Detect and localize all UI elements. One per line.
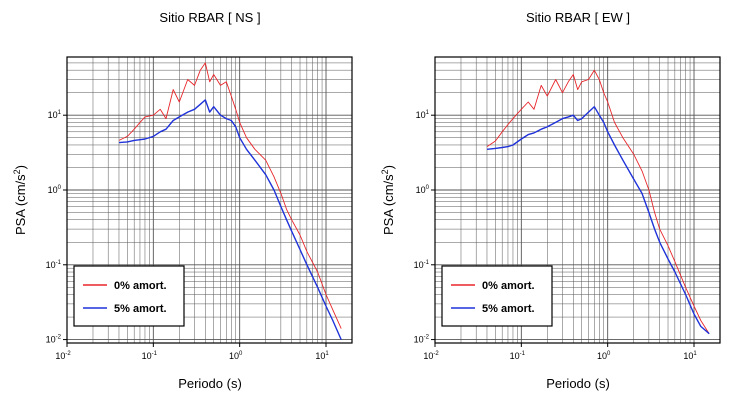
plot-area	[118, 62, 342, 340]
x-tick-label: 100	[229, 351, 243, 361]
y-tick-base: 10	[416, 185, 426, 195]
x-tick-label: 100	[597, 351, 611, 361]
y-tick-exponent: 0	[426, 185, 430, 191]
plot-area	[486, 69, 710, 335]
x-tick-exponent: 0	[607, 351, 611, 357]
legend-box	[441, 265, 553, 327]
legend: 0% amort. 5% amort.	[441, 265, 553, 327]
y-tick-exponent: 1	[426, 110, 430, 116]
y-tick-base: 10	[46, 335, 56, 345]
y-tick-label: 101	[48, 110, 62, 120]
x-tick-base: 10	[423, 351, 433, 361]
x-tick-base: 10	[142, 351, 152, 361]
series-line-undamped	[118, 62, 342, 329]
legend-label: 0% amort.	[482, 280, 535, 292]
y-tick-exponent: -2	[424, 335, 430, 341]
x-tick-exponent: -1	[520, 351, 526, 357]
y-axis-label: PSA (cm/s2)	[12, 165, 28, 235]
y-tick-base: 10	[46, 260, 56, 270]
y-tick-label: 10-2	[46, 335, 62, 345]
series-line-damped	[118, 99, 342, 340]
chart-title: Sitio RBAR [ EW ]	[526, 10, 630, 25]
x-tick-base: 10	[510, 351, 520, 361]
x-tick-label: 101	[315, 351, 329, 361]
y-tick-exponent: -1	[424, 260, 430, 266]
chart-ns: Sitio RBAR [ NS ] Periodo (s) PSA (cm/s2…	[12, 10, 353, 391]
x-axis-label: Periodo (s)	[178, 376, 242, 391]
x-tick-base: 10	[229, 351, 239, 361]
y-tick-label: 101	[416, 110, 430, 120]
y-tick-base: 10	[414, 335, 424, 345]
x-tick-exponent: -2	[65, 351, 71, 357]
y-tick-base: 10	[414, 260, 424, 270]
x-tick-label: 10-1	[510, 351, 526, 361]
x-tick-exponent: 1	[693, 351, 697, 357]
y-tick-base: 10	[48, 185, 58, 195]
y-tick-exponent: 1	[58, 110, 62, 116]
y-tick-base: 10	[48, 110, 58, 120]
x-tick-label: 10-2	[423, 351, 439, 361]
x-tick-base: 10	[315, 351, 325, 361]
x-tick-base: 10	[55, 351, 65, 361]
y-tick-exponent: -1	[56, 260, 62, 266]
legend-box	[73, 265, 185, 327]
y-tick-exponent: 0	[58, 185, 62, 191]
x-tick-exponent: 0	[239, 351, 243, 357]
x-tick-base: 10	[597, 351, 607, 361]
y-tick-label: 10-1	[414, 260, 430, 270]
chart-ew: Sitio RBAR [ EW ] Periodo (s) PSA (cm/s2…	[380, 10, 721, 391]
x-tick-label: 10-2	[55, 351, 71, 361]
x-tick-exponent: 1	[325, 351, 329, 357]
y-tick-label: 10-1	[46, 260, 62, 270]
x-tick-exponent: -1	[152, 351, 158, 357]
legend-label: 5% amort.	[114, 303, 167, 315]
y-tick-label: 100	[48, 185, 62, 195]
x-tick-exponent: -2	[433, 351, 439, 357]
legend-label: 5% amort.	[482, 303, 535, 315]
series-line-damped	[486, 105, 710, 335]
y-axis-label: PSA (cm/s2)	[380, 165, 396, 235]
y-tick-base: 10	[416, 110, 426, 120]
x-tick-base: 10	[683, 351, 693, 361]
y-tick-label: 10-2	[414, 335, 430, 345]
x-tick-label: 101	[683, 351, 697, 361]
x-axis-label: Periodo (s)	[546, 376, 610, 391]
chart-title: Sitio RBAR [ NS ]	[159, 10, 260, 25]
x-tick-label: 10-1	[142, 351, 158, 361]
series-line-undamped	[486, 69, 710, 334]
grid	[66, 56, 353, 344]
legend: 0% amort. 5% amort.	[73, 265, 185, 327]
plot-frame	[434, 56, 721, 344]
y-tick-label: 100	[416, 185, 430, 195]
y-tick-exponent: -2	[56, 335, 62, 341]
plot-frame	[66, 56, 353, 344]
legend-label: 0% amort.	[114, 280, 167, 292]
